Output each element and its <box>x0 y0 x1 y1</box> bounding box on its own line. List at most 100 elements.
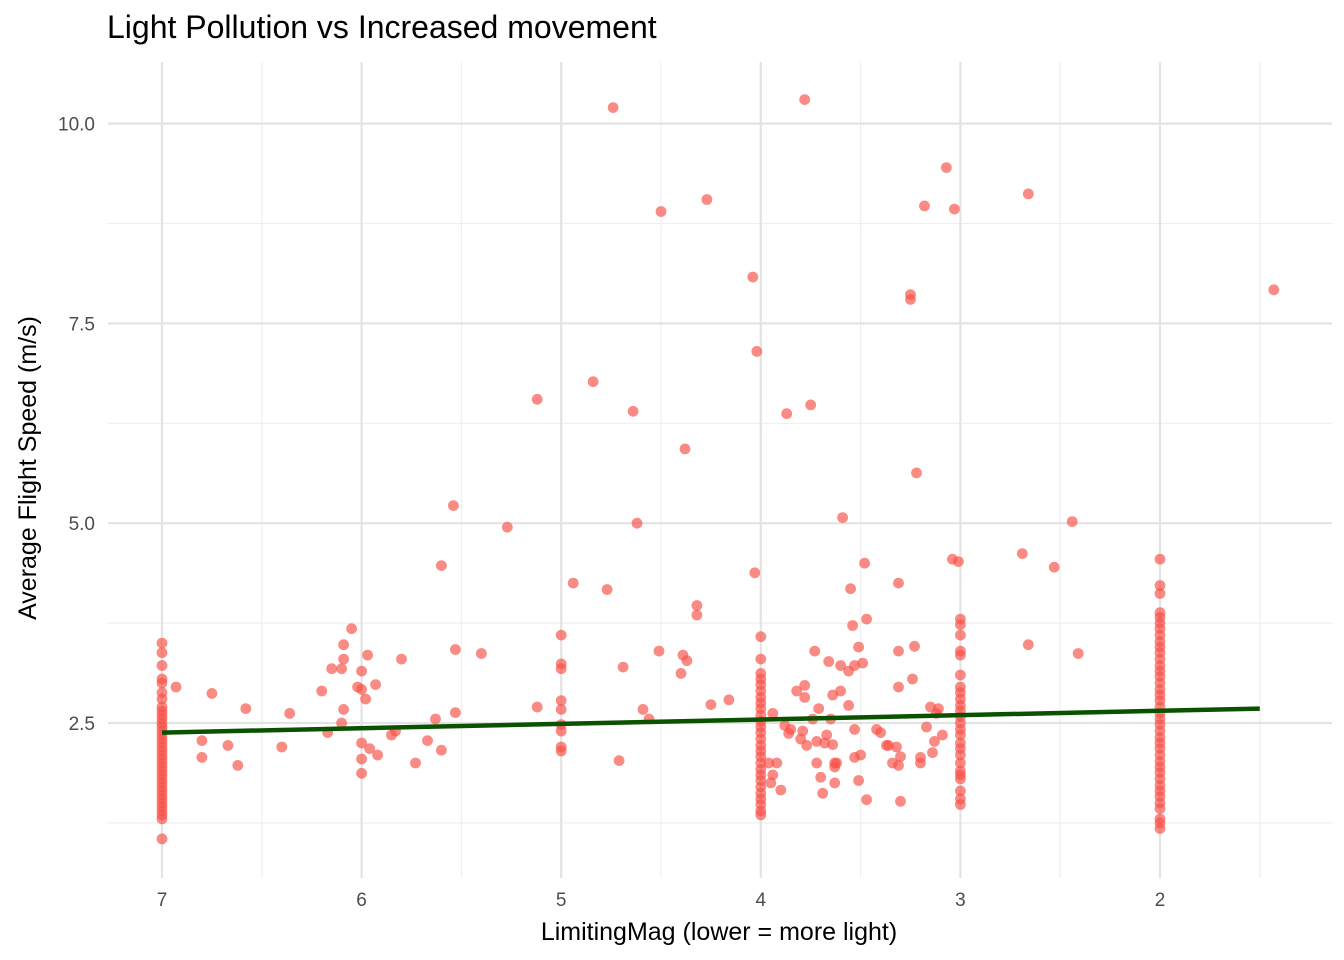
data-point <box>637 704 649 715</box>
data-point <box>613 755 625 766</box>
data-point <box>356 753 367 765</box>
data-point <box>849 724 860 735</box>
data-point <box>929 736 940 747</box>
data-point <box>705 699 717 710</box>
data-point <box>875 727 886 738</box>
data-point <box>360 693 371 705</box>
data-point <box>555 629 567 641</box>
data-point <box>915 752 926 763</box>
data-point <box>476 648 487 659</box>
data-point <box>893 645 904 657</box>
data-point <box>555 725 567 737</box>
data-point <box>679 443 691 455</box>
data-point <box>691 609 703 621</box>
data-point <box>855 749 866 761</box>
data-point <box>370 679 381 690</box>
data-point <box>326 663 338 675</box>
data-point <box>893 577 904 589</box>
data-point <box>907 673 918 685</box>
data-point <box>823 656 835 667</box>
data-point <box>364 743 375 754</box>
data-point <box>799 692 811 703</box>
data-point <box>755 653 767 665</box>
data-point <box>813 703 825 714</box>
data-point <box>336 663 347 675</box>
data-point <box>767 769 779 781</box>
data-point <box>893 681 904 693</box>
data-point <box>675 668 687 679</box>
x-tick-label: 2 <box>1155 890 1166 911</box>
data-point <box>338 653 349 665</box>
data-point <box>827 739 839 750</box>
data-point <box>1154 803 1166 814</box>
data-point <box>763 757 775 769</box>
data-point <box>1154 580 1166 591</box>
data-point <box>955 669 966 681</box>
data-point <box>919 200 930 212</box>
data-point <box>937 729 948 741</box>
data-point <box>955 629 966 641</box>
data-point <box>853 641 864 653</box>
data-point <box>891 741 902 753</box>
data-point <box>555 663 567 675</box>
data-point <box>316 685 328 697</box>
y-tick-label: 7.5 <box>69 314 95 335</box>
data-point <box>653 645 665 657</box>
data-point <box>206 688 218 699</box>
x-axis-ticks: 7 6 5 4 3 2 <box>157 890 1166 911</box>
data-point <box>1016 548 1028 559</box>
data-point <box>170 681 182 693</box>
data-point <box>949 203 960 215</box>
data-point <box>156 693 168 705</box>
data-point <box>531 701 543 713</box>
data-point <box>436 744 447 756</box>
data-point <box>450 644 461 655</box>
data-point <box>1154 823 1166 834</box>
data-point <box>1048 561 1060 573</box>
data-point <box>791 685 803 697</box>
x-tick-label: 3 <box>955 890 966 911</box>
data-point <box>755 631 767 643</box>
data-point <box>811 757 823 769</box>
data-point <box>681 655 693 667</box>
y-tick-label: 10.0 <box>58 115 95 136</box>
data-point <box>751 346 763 357</box>
data-point <box>911 467 922 479</box>
data-point <box>555 695 567 706</box>
data-point <box>905 294 916 305</box>
data-point <box>156 677 168 689</box>
y-tick-label: 5.0 <box>69 514 95 535</box>
data-point <box>895 751 906 762</box>
data-point <box>755 809 767 821</box>
data-point <box>821 729 833 741</box>
data-point <box>338 639 349 651</box>
scatter-points <box>156 94 1280 845</box>
data-point <box>927 747 938 758</box>
data-point <box>767 708 779 719</box>
data-point <box>356 737 367 749</box>
data-point <box>749 567 761 579</box>
data-point <box>831 757 842 769</box>
x-tick-label: 6 <box>356 890 367 911</box>
data-point <box>607 102 619 113</box>
data-point <box>284 708 296 719</box>
data-point <box>396 653 407 665</box>
trend-line <box>161 706 1260 735</box>
data-point <box>156 637 168 649</box>
data-point <box>859 557 870 569</box>
data-point <box>781 408 793 420</box>
data-point <box>747 271 759 283</box>
data-point <box>955 773 966 785</box>
data-point <box>701 194 713 205</box>
data-point <box>336 717 347 729</box>
data-point <box>601 584 613 595</box>
data-point <box>847 620 858 631</box>
data-point <box>222 740 234 751</box>
data-point <box>921 721 932 733</box>
data-point <box>811 736 823 747</box>
data-point <box>953 556 964 567</box>
data-point <box>627 405 639 417</box>
data-point <box>450 707 461 718</box>
data-point <box>809 645 821 657</box>
